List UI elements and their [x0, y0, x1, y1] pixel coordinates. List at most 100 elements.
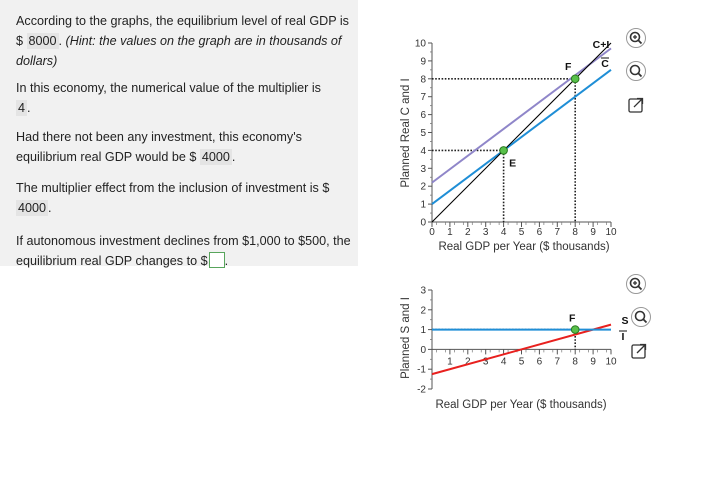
question-4-text: The multiplier effect from the inclusion…: [16, 181, 330, 195]
series-line-45-degree: [431, 42, 612, 223]
top-zoom-in-button[interactable]: [626, 28, 646, 48]
y-tick-label: 1: [420, 200, 426, 211]
answer-5-input[interactable]: [208, 252, 225, 268]
y-tick-label: 8: [420, 74, 426, 85]
point-label-e: E: [509, 157, 516, 169]
question-3: Had there not been any investment, this …: [16, 127, 356, 167]
top-chart-guides: [432, 78, 577, 222]
series-line-c-i: [431, 47, 612, 184]
question-1: According to the graphs, the equilibrium…: [16, 11, 356, 71]
bottom-zoom-in-button[interactable]: [626, 274, 646, 294]
point-f: [570, 74, 580, 84]
x-tick-label: 7: [555, 356, 561, 367]
question-3-text: Had there not been any investment, this …: [16, 130, 302, 164]
series-label-c-plus-i: C+I: [593, 39, 610, 51]
zoom-in-icon: [629, 277, 643, 291]
top-chart-y-ticks: 0 1 2 3 4 5 6 7 8 9 10: [415, 39, 432, 229]
question-3-suffix: .: [231, 150, 236, 164]
y-tick-label: 0: [420, 218, 426, 229]
x-tick-label: 0: [429, 227, 435, 238]
bottom-chart-x-label: Real GDP per Year ($ thousands): [435, 399, 606, 411]
top-expand-button[interactable]: [626, 95, 646, 115]
question-5: If autonomous investment declines from $…: [16, 231, 356, 271]
y-tick-label: -2: [417, 385, 426, 396]
x-tick-label: 7: [555, 227, 561, 238]
x-tick-label: 8: [572, 227, 578, 238]
question-2: In this economy, the numerical value of …: [16, 78, 356, 118]
series-label-i: I: [622, 331, 625, 343]
answer-3[interactable]: 4000: [199, 149, 232, 165]
answer-1[interactable]: 8000: [26, 33, 59, 49]
question-2-text: In this economy, the numerical value of …: [16, 81, 321, 95]
bottom-expand-button[interactable]: [629, 341, 649, 361]
expand-icon: [631, 343, 647, 359]
bottom-zoom-out-button[interactable]: [631, 307, 651, 327]
bottom-chart: -2 -1 0 1 2 3 1 2 3 4 5 6 7 8 9 10 SI F Real GDP per Y…: [400, 286, 629, 412]
question-5-text: If autonomous investment declines from $…: [16, 234, 351, 268]
y-tick-label: -1: [417, 365, 426, 376]
bottom-chart-series: SI: [431, 315, 629, 376]
y-tick-label: 6: [420, 110, 426, 121]
bottom-chart-axes: [431, 290, 611, 389]
bottom-chart-points: F: [569, 313, 580, 334]
x-tick-label: 3: [483, 227, 489, 238]
point-e: [499, 146, 508, 155]
y-tick-label: 7: [420, 92, 426, 103]
question-1-suffix: .: [58, 34, 63, 48]
question-1-text: According to the graphs, the equilibrium…: [16, 14, 349, 48]
top-chart-series: C+I C: [431, 39, 612, 223]
zoom-out-icon: [634, 310, 648, 324]
question-5-suffix: .: [224, 254, 229, 268]
question-4: The multiplier effect from the inclusion…: [16, 178, 356, 218]
x-tick-label: 10: [605, 227, 617, 238]
point-label-f: F: [569, 313, 576, 325]
x-tick-label: 5: [519, 227, 525, 238]
bottom-chart-y-ticks: -2 -1 0 1 2 3: [417, 286, 432, 396]
expand-icon: [628, 97, 644, 113]
x-tick-label: 4: [501, 356, 507, 367]
y-tick-label: 3: [420, 286, 426, 297]
point-f: [570, 325, 580, 334]
top-chart-points: EF: [499, 61, 580, 169]
point-label-f: F: [565, 61, 572, 73]
y-tick-label: 9: [420, 56, 426, 67]
bottom-chart-x-ticks: 1 2 3 4 5 6 7 8 9 10: [436, 349, 617, 367]
y-tick-label: 2: [420, 305, 426, 316]
x-tick-label: 5: [519, 356, 525, 367]
question-1-hint: (Hint: the values on the graph are in th…: [16, 34, 342, 68]
top-chart-y-label: Planned Real C and I: [400, 78, 412, 187]
y-tick-label: 0: [420, 345, 426, 356]
top-chart-x-ticks: 0 1 2 3 4 5 6 7 8 9 10: [429, 222, 617, 238]
series-line-c: [431, 69, 612, 205]
x-tick-label: 10: [605, 356, 617, 367]
zoom-in-icon: [629, 31, 643, 45]
bottom-chart-y-label: Planned S and I: [400, 297, 412, 379]
x-tick-label: 1: [447, 356, 453, 367]
answer-4[interactable]: 4000: [16, 200, 49, 216]
y-tick-label: 3: [420, 164, 426, 175]
x-tick-label: 4: [501, 227, 507, 238]
answer-2[interactable]: 4: [16, 100, 28, 116]
series-label-c: C: [601, 58, 609, 70]
question-panel: [0, 0, 358, 266]
x-tick-label: 2: [465, 227, 471, 238]
x-tick-label: 3: [483, 356, 489, 367]
x-tick-label: 9: [590, 356, 596, 367]
top-zoom-out-button[interactable]: [626, 61, 646, 81]
x-tick-label: 9: [590, 227, 596, 238]
x-tick-label: 1: [447, 227, 453, 238]
y-tick-label: 1: [420, 325, 426, 336]
top-chart-x-label: Real GDP per Year ($ thousands): [438, 241, 609, 253]
question-2-suffix: .: [27, 101, 31, 115]
series-line-s: [431, 323, 612, 376]
x-tick-label: 2: [465, 356, 471, 367]
y-tick-label: 5: [420, 128, 426, 139]
series-label-s: S: [621, 315, 628, 327]
zoom-out-icon: [629, 64, 643, 78]
x-tick-label: 6: [537, 356, 543, 367]
x-tick-label: 8: [572, 356, 578, 367]
question-4-suffix: .: [48, 201, 52, 215]
x-tick-label: 6: [537, 227, 543, 238]
